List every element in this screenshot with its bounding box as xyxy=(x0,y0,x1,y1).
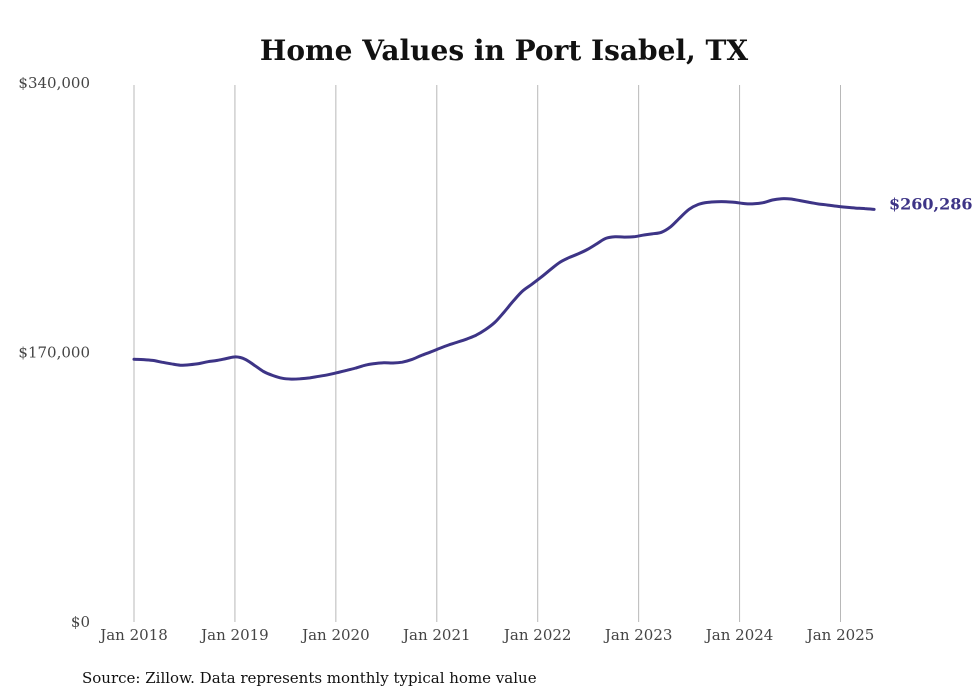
x-tick-label: Jan 2023 xyxy=(603,626,673,644)
y-tick-label: $170,000 xyxy=(18,344,90,362)
gridlines xyxy=(133,85,841,622)
y-tick-label: $0 xyxy=(71,613,90,631)
x-tick-label: Jan 2024 xyxy=(704,626,774,644)
y-tick-label: $340,000 xyxy=(18,74,90,92)
y-axis-ticks: $0 $170,000 $340,000 xyxy=(18,74,90,631)
x-tick-label: Jan 2018 xyxy=(98,626,168,644)
source-note: Source: Zillow. Data represents monthly … xyxy=(82,669,537,687)
chart-title: Home Values in Port Isabel, TX xyxy=(260,34,748,67)
x-tick-label: Jan 2025 xyxy=(805,626,875,644)
end-value-label: $260,286 xyxy=(889,194,973,213)
x-tick-label: Jan 2019 xyxy=(199,626,269,644)
x-axis-ticks: Jan 2018 Jan 2019 Jan 2020 Jan 2021 Jan 2022… xyxy=(98,626,874,644)
x-tick-label: Jan 2021 xyxy=(401,626,471,644)
x-tick-label: Jan 2022 xyxy=(502,626,572,644)
x-tick-label: Jan 2020 xyxy=(300,626,370,644)
series-line xyxy=(132,197,876,381)
